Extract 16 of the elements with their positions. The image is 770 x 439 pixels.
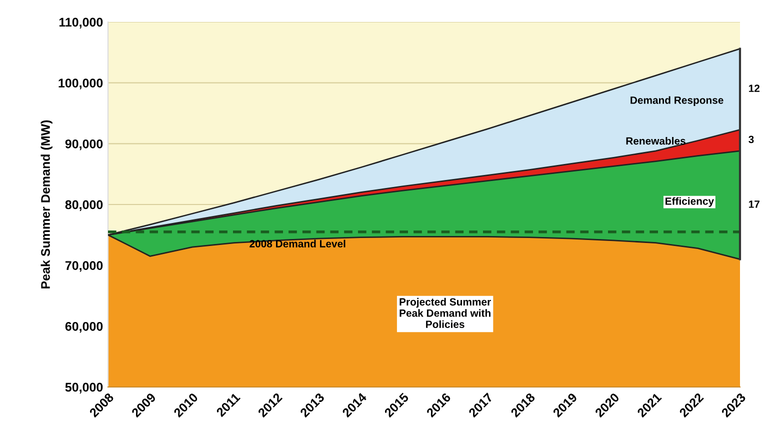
y-tick-label: 70,000 bbox=[65, 261, 103, 272]
y-axis-title: Peak Summer Demand (MW) bbox=[40, 120, 52, 288]
y-tick-label: 60,000 bbox=[65, 322, 103, 333]
text: 12 bbox=[748, 84, 760, 92]
y-tick-label: 50,000 bbox=[65, 382, 103, 394]
series-label: Demand Response bbox=[630, 96, 724, 106]
ref-line-label: 2008 Demand Level bbox=[250, 240, 346, 248]
y-tick-label: 80,000 bbox=[65, 200, 103, 211]
y-tick-label: 100,000 bbox=[58, 78, 103, 90]
series-label: Efficiency bbox=[666, 197, 714, 207]
series-label: Projected Summer Peak Demand with Policies bbox=[400, 298, 491, 328]
y-tick-label: 110,000 bbox=[59, 18, 103, 28]
y-tick-label: 90,000 bbox=[65, 139, 103, 150]
series-label: Renewables bbox=[626, 137, 686, 145]
text: 3 bbox=[748, 136, 754, 144]
text: 17 bbox=[748, 200, 760, 208]
